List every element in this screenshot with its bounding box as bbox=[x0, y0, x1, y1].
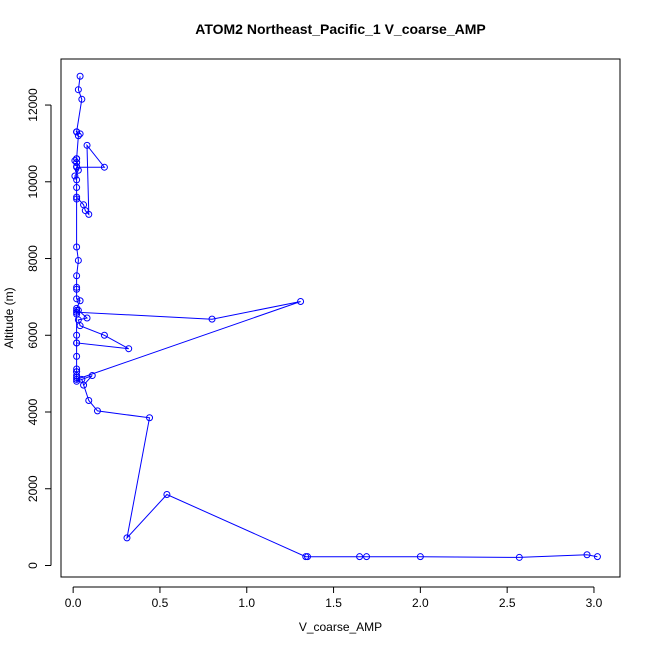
data-point bbox=[74, 306, 82, 314]
data-point bbox=[73, 295, 81, 303]
data-point bbox=[73, 155, 81, 163]
data-point bbox=[73, 159, 81, 167]
data-point bbox=[83, 141, 91, 149]
data-point bbox=[76, 130, 84, 138]
data-point bbox=[74, 132, 82, 140]
data-point bbox=[593, 553, 601, 561]
y-tick-label: 4000 bbox=[26, 398, 40, 425]
x-tick-label: 2.5 bbox=[499, 596, 516, 610]
data-point bbox=[73, 193, 81, 201]
data-point bbox=[73, 128, 81, 136]
x-axis-label: V_coarse_AMP bbox=[299, 620, 382, 634]
y-axis: 0 2000 4000 6000 8000 10000 12000 bbox=[26, 88, 52, 569]
data-point bbox=[146, 414, 154, 422]
data-point bbox=[100, 163, 108, 171]
y-axis-label: Altitude (m) bbox=[2, 287, 16, 348]
data-point bbox=[73, 184, 81, 192]
data-point bbox=[78, 95, 86, 103]
data-point bbox=[356, 553, 364, 561]
x-tick-label: 2.0 bbox=[412, 596, 429, 610]
data-point bbox=[85, 396, 93, 404]
x-tick-label: 1.5 bbox=[325, 596, 342, 610]
plot-frame bbox=[60, 58, 621, 578]
data-point bbox=[297, 298, 305, 306]
y-tick-label: 2000 bbox=[26, 475, 40, 502]
data-point bbox=[208, 315, 216, 323]
data-point bbox=[73, 331, 81, 339]
data-point bbox=[76, 322, 84, 330]
data-point bbox=[71, 172, 79, 180]
data-point bbox=[83, 314, 91, 322]
data-point bbox=[363, 553, 371, 561]
y-tick-label: 8000 bbox=[26, 245, 40, 272]
data-point bbox=[73, 243, 81, 251]
data-point bbox=[73, 352, 81, 360]
x-tick-label: 0.0 bbox=[65, 596, 82, 610]
data-point bbox=[85, 210, 93, 218]
x-tick-label: 1.0 bbox=[238, 596, 255, 610]
y-tick-label: 0 bbox=[26, 562, 40, 569]
data-point bbox=[163, 491, 171, 499]
data-point bbox=[73, 365, 81, 373]
data-point bbox=[304, 553, 312, 561]
data-point bbox=[74, 256, 82, 264]
data-point bbox=[73, 195, 81, 203]
data-point bbox=[73, 162, 81, 170]
data-point bbox=[81, 207, 89, 215]
chart-title: ATOM2 Northeast_Pacific_1 V_coarse_AMP bbox=[195, 21, 486, 37]
data-point bbox=[73, 285, 81, 293]
data-point bbox=[76, 72, 84, 80]
data-point bbox=[76, 297, 84, 305]
y-tick-label: 10000 bbox=[26, 165, 40, 199]
data-point bbox=[73, 283, 81, 291]
series-lines bbox=[74, 76, 598, 558]
x-axis: 0.0 0.5 1.0 1.5 2.0 2.5 3.0 bbox=[65, 586, 603, 610]
data-point bbox=[74, 86, 82, 94]
data-point bbox=[73, 176, 81, 184]
data-point bbox=[123, 534, 131, 542]
data-point bbox=[100, 331, 108, 339]
series-line bbox=[74, 76, 598, 558]
data-point bbox=[78, 375, 86, 383]
data-point bbox=[73, 308, 81, 316]
y-tick-label: 6000 bbox=[26, 322, 40, 349]
data-point bbox=[73, 375, 81, 383]
x-tick-label: 3.0 bbox=[586, 596, 603, 610]
data-point bbox=[88, 372, 96, 380]
data-point bbox=[515, 553, 523, 561]
data-point bbox=[73, 339, 81, 347]
y-tick-label: 12000 bbox=[26, 88, 40, 122]
data-point bbox=[73, 272, 81, 280]
x-tick-label: 0.5 bbox=[152, 596, 169, 610]
data-point bbox=[583, 551, 591, 559]
data-point bbox=[125, 345, 133, 353]
series-points bbox=[71, 72, 601, 561]
data-point bbox=[416, 553, 424, 561]
data-point bbox=[93, 407, 101, 415]
